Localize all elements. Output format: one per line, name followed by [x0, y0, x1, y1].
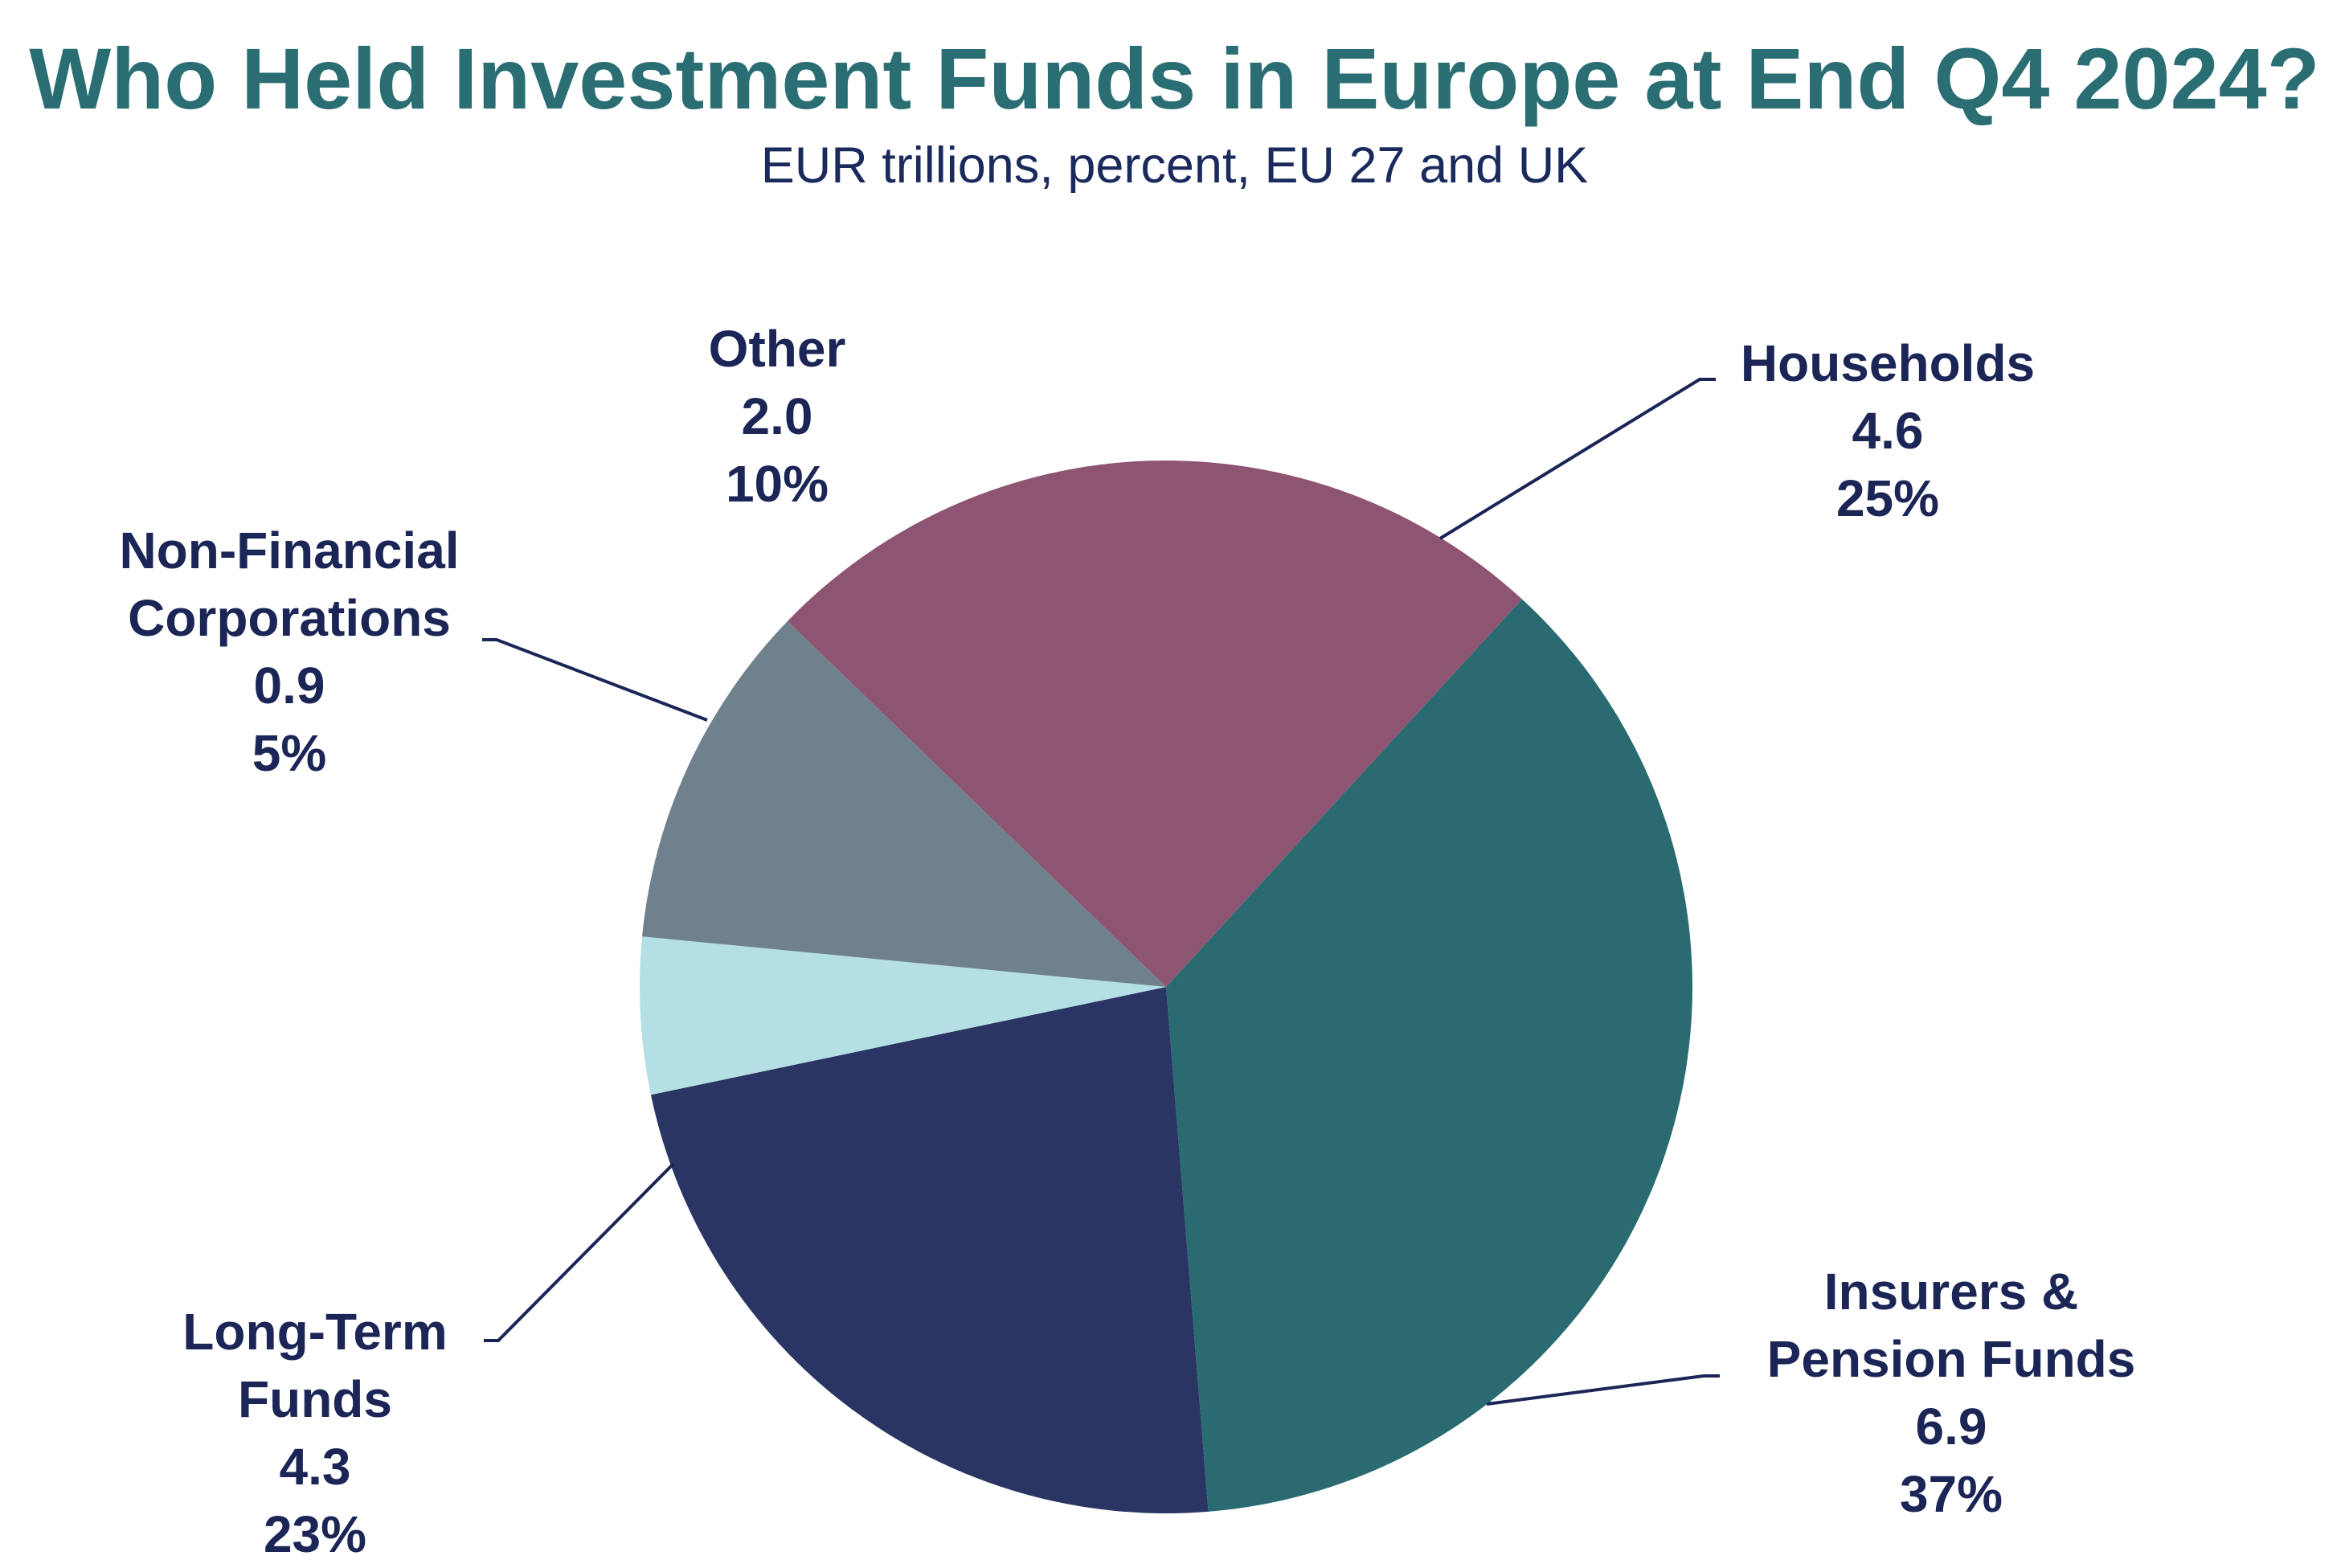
- leader-line-long-term-funds: [484, 1162, 675, 1342]
- slice-label-long-term-funds: Long-Term Funds 4.3 23%: [182, 1298, 447, 1568]
- slice-percent-other: 10%: [725, 455, 829, 513]
- slice-name-non-financial-corporations-line-1: Non-Financial: [119, 522, 460, 579]
- pie-slice-other: [642, 620, 1166, 987]
- slice-percent-households: 25%: [1835, 469, 1940, 527]
- title-block: Who Held Investment Funds in Europe at E…: [0, 27, 2349, 198]
- slice-name-other: Other: [708, 320, 846, 378]
- slice-value-long-term-funds: 4.3: [279, 1438, 351, 1496]
- leader-line-insurers-and-pension-funds: [1486, 1374, 1720, 1406]
- slice-name-long-term-funds-line-1: Long-Term: [182, 1303, 448, 1361]
- pie-slices: [640, 461, 1692, 1514]
- slice-name-insurers-and-pension-funds-line-2: Pension Funds: [1766, 1330, 2136, 1388]
- leader-line-households: [1438, 378, 1716, 540]
- slice-name-insurers-and-pension-funds-line-1: Insurers &: [1823, 1263, 2079, 1320]
- slice-name-households: Households: [1740, 334, 2036, 392]
- slice-name-non-financial-corporations-line-2: Corporations: [128, 589, 451, 647]
- slice-percent-non-financial-corporations: 5%: [252, 724, 327, 782]
- slice-percent-insurers-and-pension-funds: 37%: [1899, 1465, 2003, 1523]
- pie-slice-non-financial-corporations: [640, 936, 1166, 1095]
- slice-value-other: 2.0: [741, 387, 813, 445]
- slice-value-households: 4.6: [1852, 402, 1924, 460]
- pie-slice-long-term-funds: [650, 987, 1209, 1514]
- slice-label-non-financial-corporations: Non-Financial Corporations 0.9 5%: [119, 517, 459, 787]
- pie-slice-households: [787, 461, 1522, 987]
- chart-subtitle: EUR trillions, percent, EU 27 and UK: [760, 137, 1589, 194]
- chart-title: Who Held Investment Funds in Europe at E…: [29, 30, 2320, 127]
- slice-value-insurers-and-pension-funds: 6.9: [1915, 1398, 1987, 1455]
- slice-label-insurers-and-pension-funds: Insurers & Pension Funds 6.9 37%: [1767, 1258, 2136, 1528]
- slice-label-households: Households 4.6 25%: [1741, 330, 2035, 532]
- slice-label-other: Other 2.0 10%: [709, 315, 846, 518]
- leader-lines: [482, 378, 1720, 1406]
- slice-percent-long-term-funds: 23%: [263, 1505, 367, 1563]
- pie-slice-insurers-and-pension-funds: [1166, 599, 1692, 1512]
- slice-name-long-term-funds-line-2: Funds: [238, 1370, 392, 1428]
- leader-line-non-financial-corporations: [482, 638, 708, 722]
- slice-value-non-financial-corporations: 0.9: [253, 657, 325, 714]
